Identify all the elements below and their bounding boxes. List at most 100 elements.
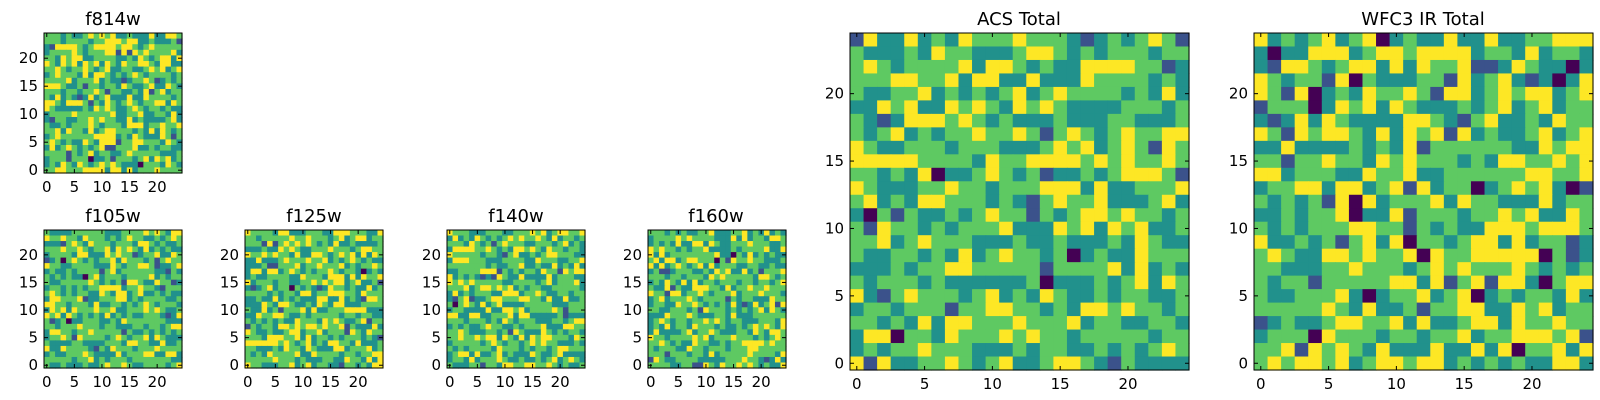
heatmap-cell	[752, 312, 759, 319]
heatmap-cell	[88, 230, 95, 237]
heatmap-cell	[148, 117, 155, 124]
heatmap-cell	[904, 221, 919, 236]
heatmap-cell	[245, 285, 252, 292]
heatmap-cell	[546, 241, 553, 248]
heatmap-cell	[366, 340, 373, 347]
heatmap-cell	[1161, 73, 1177, 88]
heatmap-cell	[99, 161, 106, 168]
heatmap-cell	[93, 128, 100, 135]
heatmap-cell	[154, 307, 161, 314]
heatmap-cell	[154, 323, 161, 330]
heatmap-cell	[344, 351, 351, 358]
heatmap-cell	[99, 307, 106, 314]
heatmap-cell	[165, 268, 172, 275]
heatmap-cell	[170, 167, 178, 174]
heatmap-cell	[99, 72, 106, 79]
heatmap-cell	[648, 318, 655, 325]
heatmap-cell	[708, 285, 715, 292]
heatmap-cell	[502, 312, 509, 319]
heatmap-cell	[524, 340, 531, 347]
heatmap-cell	[719, 230, 726, 237]
heatmap-cell	[1416, 154, 1431, 169]
heatmap-cell	[485, 340, 492, 347]
heatmap-cell	[551, 274, 558, 281]
heatmap-cell	[452, 362, 459, 369]
heatmap-cell	[877, 33, 892, 48]
heatmap-cell	[1254, 154, 1269, 169]
heatmap-cell	[355, 274, 362, 281]
heatmap-cell	[66, 128, 73, 135]
heatmap-cell	[165, 150, 172, 157]
heatmap-cell	[355, 312, 362, 319]
heatmap-cell	[1267, 343, 1282, 358]
heatmap-cell	[159, 362, 167, 369]
heatmap-cell	[305, 334, 312, 341]
heatmap-cell	[377, 274, 384, 281]
heatmap-cell	[143, 77, 150, 84]
heatmap-cell	[469, 340, 476, 347]
heatmap-cell	[863, 356, 878, 371]
heatmap-cell	[708, 274, 715, 281]
heatmap-cell	[670, 279, 677, 286]
heatmap-cell	[1416, 262, 1431, 277]
heatmap-cell	[333, 279, 340, 286]
heatmap-cell	[93, 257, 100, 264]
heatmap-cell	[1538, 343, 1553, 358]
x-tick-label: 15	[1455, 375, 1474, 393]
heatmap-cell	[322, 268, 329, 275]
heatmap-cell	[714, 301, 721, 308]
heatmap-cell	[143, 356, 150, 364]
heatmap-cell	[1335, 113, 1350, 128]
heatmap-cell	[104, 356, 111, 364]
heatmap-cell	[904, 46, 919, 61]
heatmap-cell	[170, 290, 178, 297]
heatmap-cell	[1457, 208, 1472, 223]
heatmap-cell	[1026, 100, 1041, 115]
heatmap-cell	[524, 268, 531, 275]
heatmap-cell	[148, 246, 155, 253]
heatmap-cell	[154, 139, 161, 146]
heatmap-cell	[452, 334, 459, 341]
heatmap-cell	[1525, 113, 1540, 128]
heatmap-cell	[1107, 302, 1122, 317]
heatmap-cell	[659, 312, 666, 319]
heatmap-cell	[1362, 154, 1377, 169]
heatmap-cell	[176, 345, 183, 353]
heatmap-cell	[1294, 33, 1309, 48]
heatmap-cell	[55, 77, 62, 84]
heatmap-cell	[99, 268, 106, 275]
heatmap-cell	[1281, 154, 1296, 169]
heatmap-cell	[463, 235, 470, 242]
heatmap-cell	[518, 263, 525, 270]
heatmap-cell	[562, 334, 570, 341]
heatmap-cell	[267, 274, 274, 281]
heatmap-cell	[692, 235, 699, 242]
heatmap-cell	[99, 274, 106, 281]
heatmap-cell	[904, 154, 919, 169]
heatmap-cell	[1498, 221, 1513, 236]
heatmap-cell	[99, 100, 106, 107]
heatmap-cell	[999, 289, 1014, 304]
heatmap-cell	[349, 279, 356, 286]
heatmap-cell	[71, 279, 78, 286]
heatmap-cell	[1538, 275, 1553, 290]
heatmap-cell	[311, 301, 318, 308]
heatmap-cell	[1148, 167, 1163, 182]
heatmap-cell	[283, 356, 290, 364]
heatmap-cell	[485, 351, 492, 358]
heatmap-cell	[546, 329, 553, 336]
heatmap-cell	[1107, 86, 1122, 101]
y-tick-label: 20	[623, 246, 642, 264]
heatmap-cell	[1039, 127, 1054, 142]
heatmap-cell	[890, 113, 905, 128]
heatmap-cell	[143, 241, 150, 248]
heatmap-cell	[664, 307, 671, 314]
heatmap-cell	[1457, 100, 1472, 115]
heatmap-cell	[447, 312, 454, 319]
heatmap-cell	[725, 268, 732, 275]
heatmap-cell	[692, 345, 699, 353]
heatmap-cell	[66, 156, 73, 163]
heatmap-cell	[322, 230, 329, 237]
heatmap-cell	[327, 301, 334, 308]
heatmap-cell	[165, 66, 172, 73]
